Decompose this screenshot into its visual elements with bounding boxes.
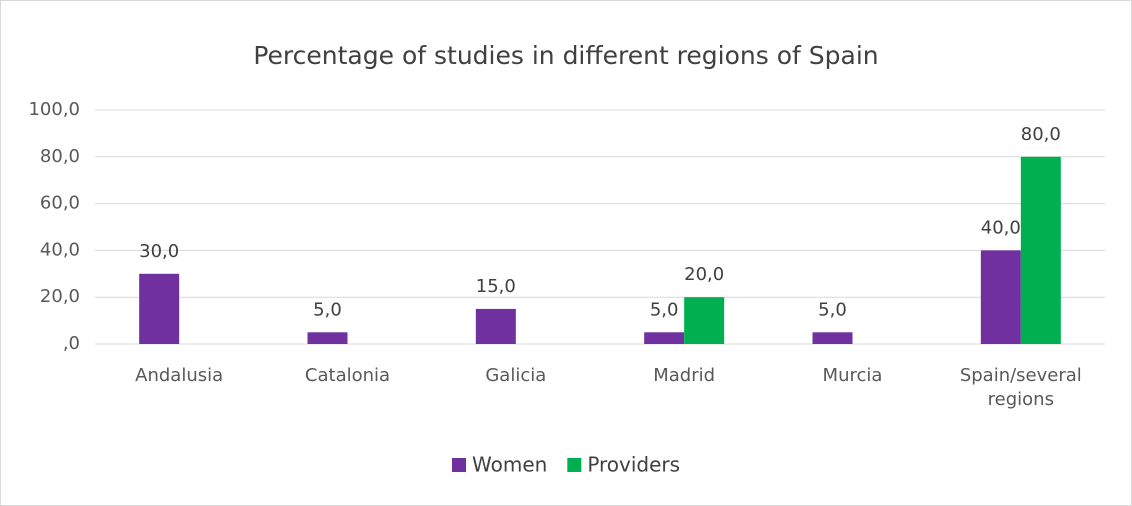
bar [307, 332, 348, 344]
bar [980, 250, 1021, 344]
y-tick-label: 80,0 [40, 146, 80, 167]
bar [1020, 156, 1061, 344]
x-tick-label: Galicia [485, 365, 547, 386]
x-tick-label: Murcia [822, 365, 883, 386]
chart-title: Percentage of studies in different regio… [253, 41, 878, 70]
y-tick-label: 40,0 [40, 239, 80, 260]
bar [684, 297, 725, 344]
bar [644, 332, 685, 344]
y-tick-label: 60,0 [40, 193, 80, 214]
data-label: 30,0 [139, 241, 179, 262]
bar [475, 308, 516, 344]
x-tick-label-box: Spain/several regions [959, 365, 1082, 410]
y-tick-label: 100,0 [28, 99, 80, 120]
legend-swatch [567, 458, 582, 472]
x-tick-label: Madrid [653, 365, 716, 386]
legend-label: Women [472, 453, 547, 477]
y-tick-label: 20,0 [40, 286, 80, 307]
x-tick-label-box: Madrid [653, 365, 716, 386]
legend-swatch [452, 458, 466, 472]
data-label: 5,0 [818, 299, 847, 320]
bar [139, 273, 180, 344]
x-tick-label: Spain/several regions [959, 365, 1082, 410]
data-label: 40,0 [981, 217, 1021, 238]
x-tick-label: Catalonia [304, 365, 391, 386]
y-tick-label: ,0 [63, 333, 80, 354]
x-tick-label-box: Andalusia [135, 365, 224, 386]
x-tick-label-box: Catalonia [304, 365, 391, 386]
data-label: 5,0 [650, 299, 679, 320]
data-label: 15,0 [476, 276, 516, 297]
data-label: 5,0 [313, 299, 342, 320]
legend-label: Providers [587, 453, 680, 477]
x-tick-label: Andalusia [135, 365, 224, 386]
bar [812, 332, 853, 344]
x-tick-label-box: Murcia [822, 365, 883, 386]
data-label: 20,0 [684, 264, 724, 285]
data-label: 80,0 [1021, 124, 1061, 145]
x-tick-label-box: Galicia [485, 365, 547, 386]
